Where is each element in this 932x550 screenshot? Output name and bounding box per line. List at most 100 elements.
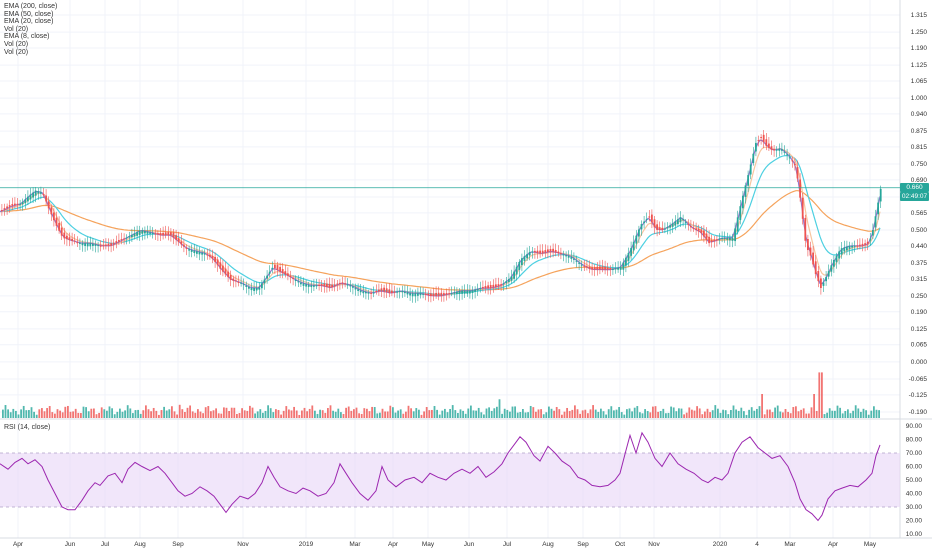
legend-item[interactable]: Vol (20) (4, 40, 29, 48)
x-tick-label: 2019 (299, 541, 314, 548)
volume-bar (363, 408, 366, 418)
volume-bar (113, 414, 116, 418)
volume-bar (386, 411, 389, 418)
volume-bar (191, 411, 194, 418)
candle-body (292, 278, 294, 280)
candle-body (690, 226, 692, 228)
volume-bar (145, 405, 147, 418)
volume-bar (576, 409, 579, 418)
volume-bar (194, 412, 197, 418)
candle-body (14, 203, 16, 206)
candle-body (128, 236, 131, 238)
volume-bar (745, 414, 748, 418)
candle-body (476, 288, 479, 291)
legend-item[interactable]: EMA (50, close) (4, 10, 54, 18)
volume-bar (854, 405, 857, 418)
candle-body (523, 256, 526, 261)
candle-body (388, 289, 391, 293)
volume-bar (59, 410, 61, 418)
volume-bar (67, 405, 69, 418)
rsi-legend[interactable]: RSI (14, close) (4, 424, 51, 431)
candle-body (419, 293, 422, 296)
candle-body (144, 231, 146, 234)
legend-item[interactable]: Vol (20) (4, 48, 29, 56)
candle-body (630, 247, 632, 256)
candle-body (716, 239, 718, 241)
volume-bar (831, 410, 834, 418)
candle-body (752, 153, 755, 163)
legend-item[interactable]: EMA (200, close) (4, 3, 58, 10)
volume-bar (85, 407, 87, 418)
candle-body (734, 228, 736, 242)
volume-bar (139, 413, 142, 418)
volume-bar (875, 409, 878, 418)
candle-body (843, 247, 846, 252)
volume-bar (662, 408, 665, 418)
x-tick-label: Jun (65, 541, 76, 548)
candle-body (614, 268, 617, 270)
candle-body (37, 191, 40, 194)
x-tick-label: Mar (784, 541, 796, 548)
legend-item[interactable]: Vol (20) (4, 25, 29, 33)
candle-body (297, 281, 300, 283)
volume-bar (826, 412, 828, 418)
x-tick-label: Aug (134, 541, 146, 548)
candle-body (580, 264, 583, 266)
volume-bar (418, 409, 420, 418)
candle-body (357, 289, 359, 291)
candle-body (162, 232, 164, 236)
volume-bar (620, 412, 623, 418)
candle-body (513, 271, 515, 279)
x-tick-label: Sep (577, 541, 589, 548)
candle-body (60, 227, 63, 236)
volume-bar (277, 409, 280, 418)
volume-bar (61, 412, 64, 418)
volume-bar (529, 405, 532, 418)
volume-bar (776, 405, 779, 418)
volume-bar (82, 406, 85, 418)
candle-body (768, 143, 770, 148)
rsi-tick-label: 80.00 (906, 437, 923, 444)
volume-bar (95, 414, 98, 418)
volume-bar (698, 408, 701, 418)
volume-bar (485, 408, 488, 418)
candle-body (648, 216, 651, 218)
volume-bar (165, 410, 168, 418)
candle-body (521, 258, 523, 266)
candle-body (742, 195, 744, 209)
candle-body (573, 258, 575, 260)
candle-body (185, 247, 188, 249)
legend-item[interactable]: EMA (8, close) (4, 33, 50, 41)
candle-body (549, 248, 552, 252)
candle-body (417, 293, 419, 296)
candle-body (729, 237, 731, 241)
candle-body (313, 285, 315, 287)
candle-body (736, 217, 739, 232)
volume-bar (454, 410, 457, 418)
rsi-band (0, 453, 900, 507)
volume-bar (197, 409, 199, 418)
volume-bar (366, 408, 368, 418)
candle-body (684, 221, 687, 223)
candle-body (687, 224, 690, 226)
candle-body (731, 237, 734, 241)
volume-bar (64, 406, 67, 418)
volume-bar (839, 407, 841, 418)
volume-bar (259, 409, 262, 418)
y-tick-label: 1.315 (911, 12, 928, 19)
volume-bar (730, 410, 732, 418)
volume-bar (761, 394, 763, 418)
candle-body (567, 255, 570, 258)
candle-body (344, 283, 346, 285)
candle-body (463, 290, 466, 294)
volume-bar (545, 412, 548, 418)
candle-body (352, 286, 354, 288)
legend-item[interactable]: EMA (20, close) (4, 18, 54, 26)
candle-body (133, 233, 136, 237)
candle-body (289, 275, 292, 278)
candle-body (287, 273, 289, 276)
volume-bar (563, 411, 566, 418)
volume-bar (815, 410, 818, 418)
rsi-tick-label: 30.00 (906, 504, 923, 511)
candle-body (349, 285, 352, 287)
